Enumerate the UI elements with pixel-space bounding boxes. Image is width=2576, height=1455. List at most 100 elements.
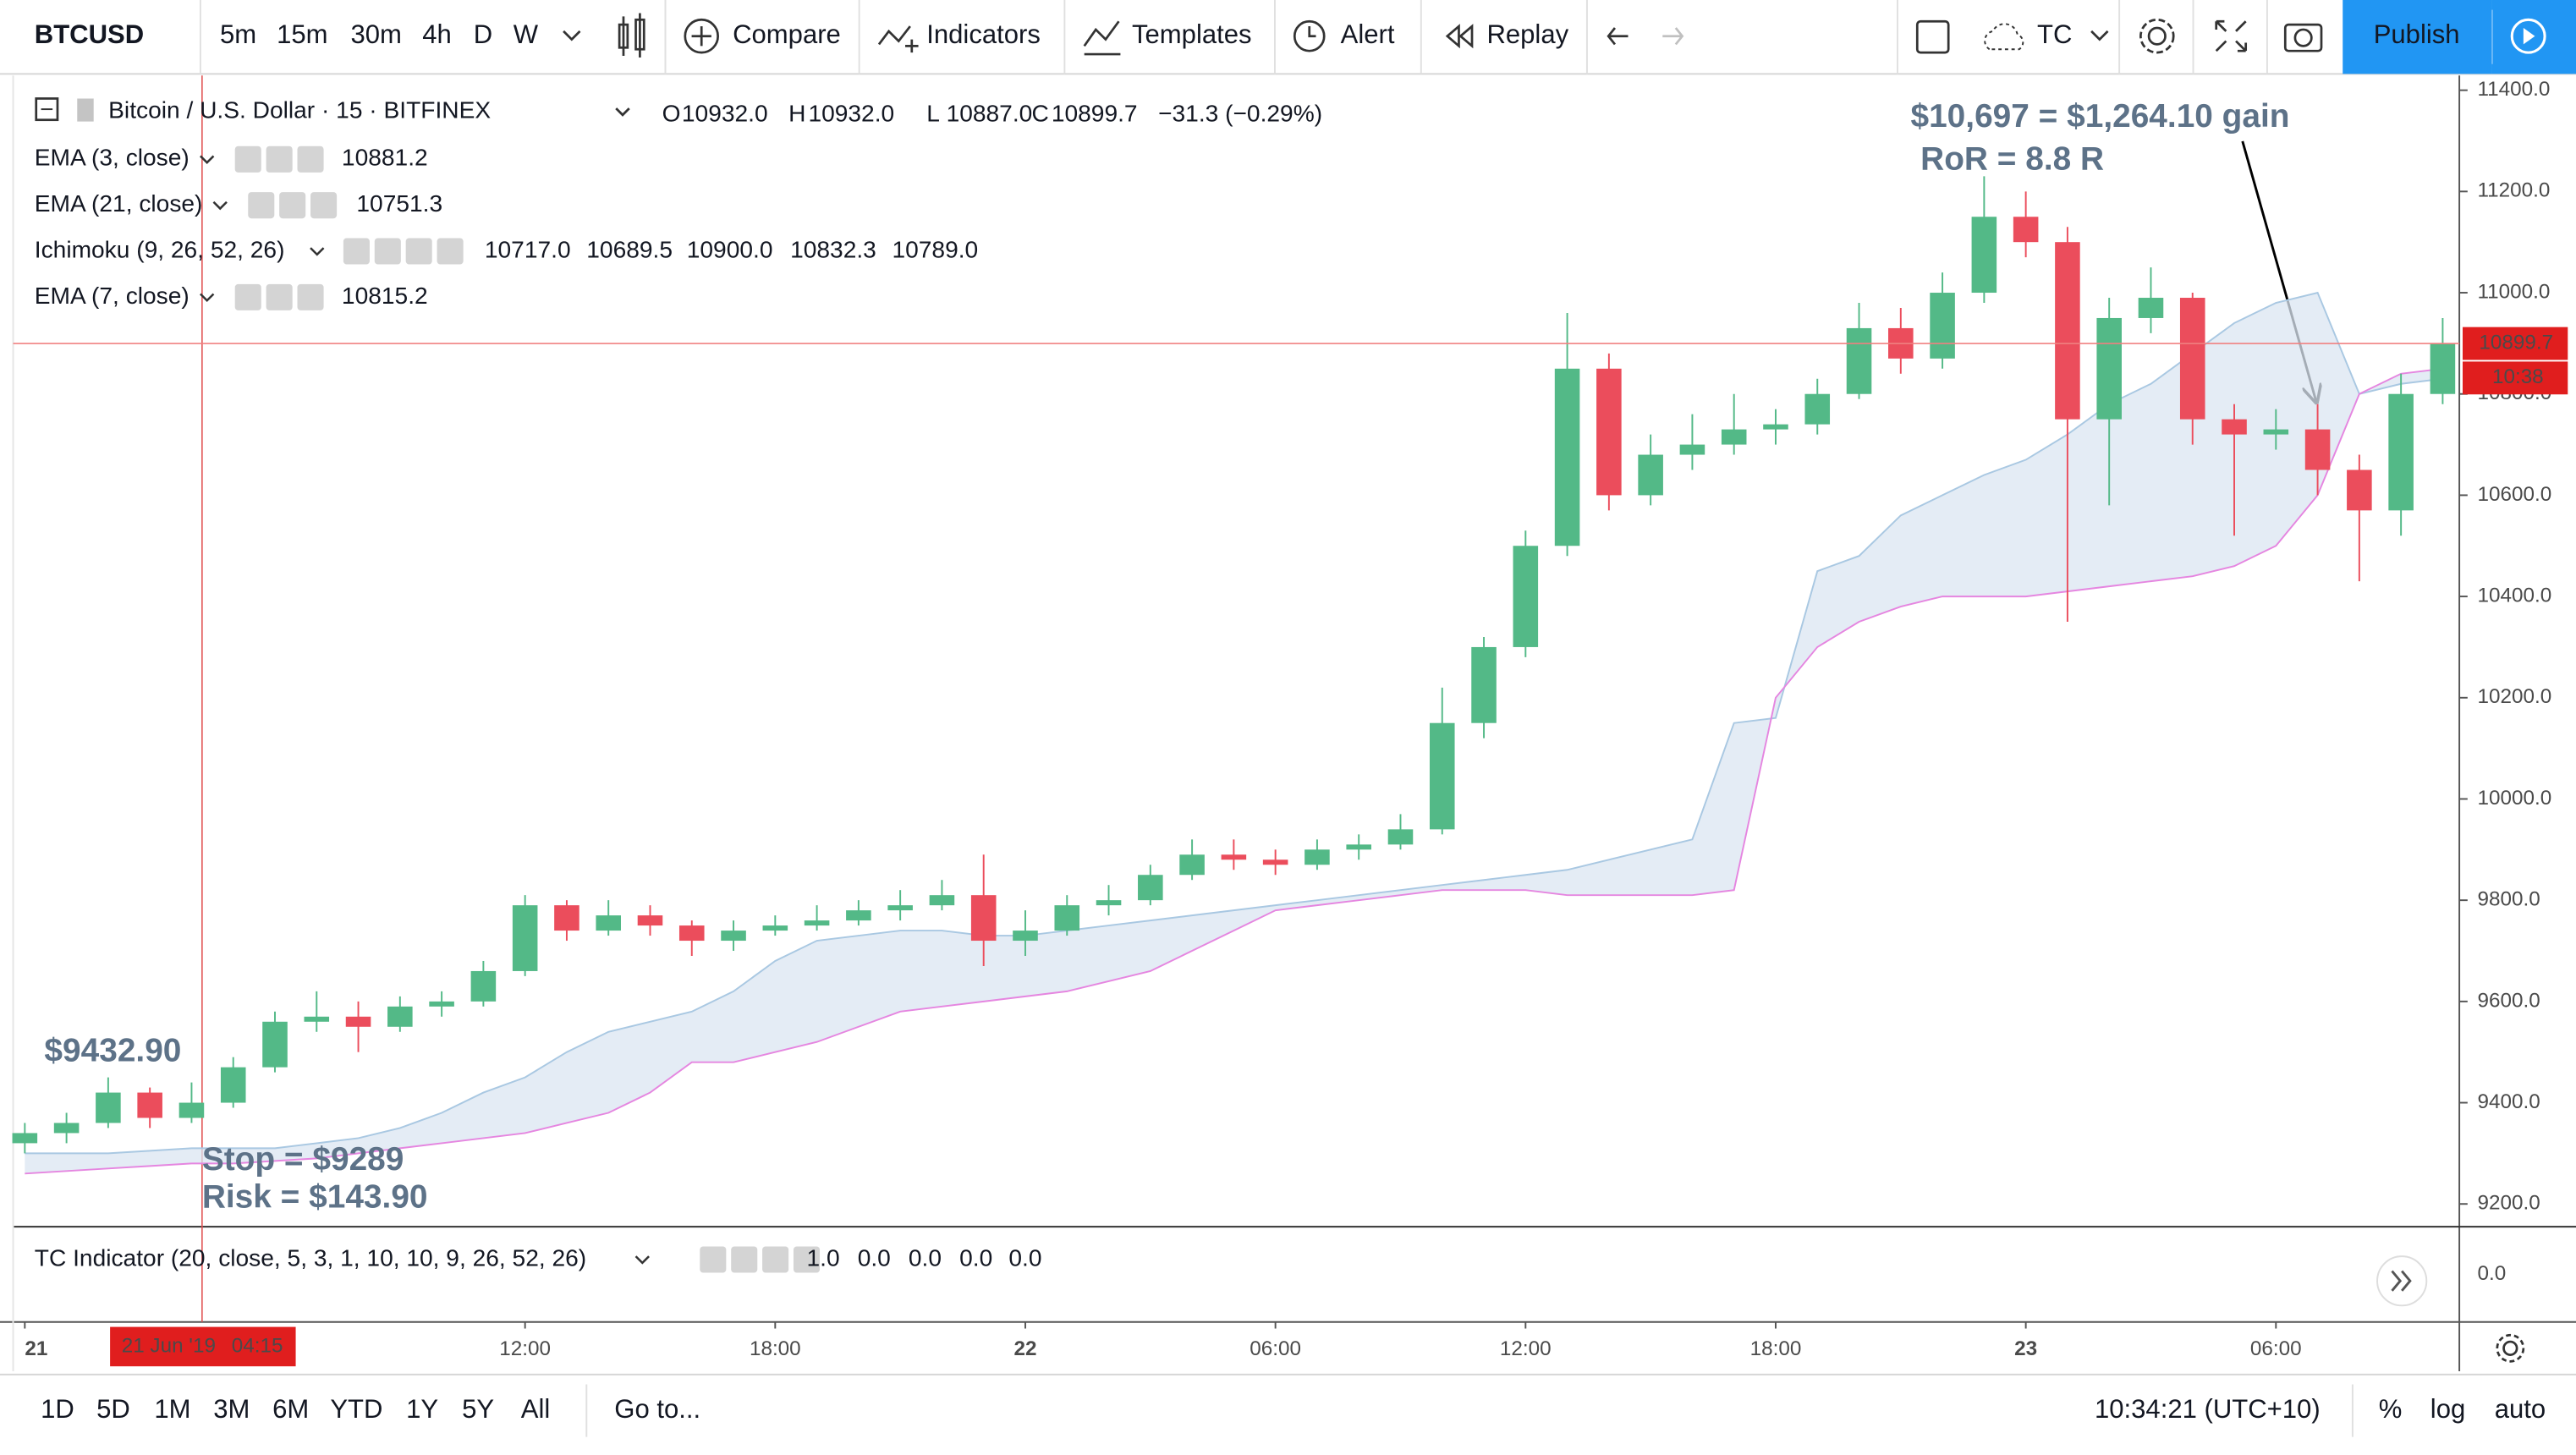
snapshot-icon[interactable] — [2283, 23, 2323, 52]
candle-body — [137, 1092, 162, 1118]
scroll-button[interactable] — [2376, 1255, 2428, 1307]
oscillator-control[interactable] — [700, 1246, 727, 1273]
clock: 10:34:21 (UTC+10) — [2095, 1394, 2321, 1424]
collapse-button[interactable] — [35, 97, 59, 122]
indicator-control[interactable] — [266, 146, 293, 173]
cloud-icon[interactable] — [1984, 23, 2024, 51]
interval-button[interactable]: 5m — [220, 19, 256, 49]
candle-body — [53, 1123, 80, 1134]
play-button[interactable] — [2491, 0, 2576, 74]
compare-icon[interactable] — [684, 18, 719, 54]
indicator-control[interactable] — [297, 283, 324, 310]
scale-button[interactable]: auto — [2495, 1394, 2546, 1424]
indicator-control[interactable] — [234, 283, 261, 310]
range-button[interactable]: 1Y — [406, 1394, 438, 1424]
candle-body — [1262, 859, 1288, 865]
indicator-control[interactable] — [310, 192, 338, 219]
play-icon[interactable] — [2510, 18, 2546, 54]
undo-icon[interactable] — [1607, 27, 1629, 46]
toolbar-button[interactable]: Indicators — [926, 19, 1041, 49]
oscillator-control[interactable] — [731, 1246, 758, 1273]
toolbar-button[interactable]: Replay — [1486, 19, 1568, 49]
indicator-control[interactable] — [437, 238, 464, 265]
candle-body — [2013, 217, 2039, 243]
range-button[interactable]: 5D — [96, 1394, 130, 1424]
scale-button[interactable]: % — [2379, 1394, 2403, 1424]
indicator-control[interactable] — [297, 146, 324, 173]
indicator-menu[interactable] — [212, 200, 228, 211]
candle-body — [470, 970, 497, 1002]
ohlc-value: 10932.0 — [682, 100, 768, 126]
candle-body — [1596, 368, 1622, 496]
axis-settings[interactable] — [2496, 1333, 2525, 1363]
layout-name[interactable]: TC — [2037, 19, 2072, 49]
toolbar-button[interactable]: Templates — [1132, 19, 1252, 49]
cloud-lower-line — [25, 367, 2443, 1175]
oscillator-axis-label: 0.0 — [2477, 1262, 2506, 1285]
candle-body — [804, 920, 830, 926]
layout-menu[interactable] — [2090, 30, 2109, 41]
oscillator-control[interactable] — [793, 1246, 821, 1273]
candle-body — [1679, 444, 1705, 455]
range-button[interactable]: 1D — [41, 1394, 74, 1424]
candle-body — [596, 915, 621, 931]
indicator-menu[interactable] — [200, 293, 215, 303]
indicator-control[interactable] — [234, 146, 261, 173]
interval-button[interactable]: 4h — [422, 19, 452, 49]
range-button[interactable]: 1M — [154, 1394, 190, 1424]
title-menu[interactable] — [615, 107, 630, 117]
publish-label[interactable]: Publish — [2374, 19, 2460, 49]
x-tick-label: 12:00 — [499, 1337, 551, 1360]
range-button[interactable]: 5Y — [462, 1394, 494, 1424]
goto-button[interactable]: Go to... — [614, 1394, 700, 1424]
fullscreen-icon[interactable] — [2215, 19, 2248, 52]
x-tick-label: 18:00 — [750, 1337, 801, 1360]
indicator-control[interactable] — [405, 238, 432, 265]
interval-menu[interactable] — [563, 30, 581, 41]
indicator-value: 10815.2 — [342, 283, 428, 309]
alert-icon[interactable] — [1293, 19, 1326, 52]
y-tick-label: 10400.0 — [2477, 585, 2551, 607]
crosshair-time: 04:15 — [232, 1334, 283, 1357]
range-button[interactable]: All — [521, 1394, 551, 1424]
publish-button[interactable] — [2343, 0, 2492, 74]
indicator-name: EMA (7, close) — [35, 283, 189, 309]
candle-body — [179, 1102, 205, 1118]
indicator-menu[interactable] — [200, 155, 215, 164]
oscillator-menu[interactable] — [634, 1255, 650, 1265]
scale-button[interactable]: log — [2430, 1394, 2465, 1424]
symbol[interactable]: BTCUSD — [35, 19, 144, 49]
indicator-name: EMA (21, close) — [35, 190, 203, 217]
oscillator-value: 1.0 — [807, 1244, 840, 1271]
annotation: Risk = $143.90 — [202, 1178, 428, 1215]
toolbar-button[interactable]: Compare — [733, 19, 841, 49]
indicator-menu[interactable] — [310, 247, 325, 256]
indicator-control[interactable] — [266, 283, 293, 310]
indicator-control[interactable] — [374, 238, 401, 265]
x-tick-label: 06:00 — [1250, 1337, 1301, 1360]
candle-body — [345, 1016, 371, 1027]
candle-body — [2138, 298, 2164, 318]
interval-button[interactable]: W — [514, 19, 539, 49]
drawing-toggle[interactable] — [1915, 19, 1950, 54]
symbol-title: Bitcoin / U.S. Dollar · 15 · BITFINEX — [108, 96, 491, 123]
settings-icon[interactable] — [2139, 18, 2175, 54]
range-button[interactable]: YTD — [330, 1394, 382, 1424]
indicator-control[interactable] — [248, 192, 275, 219]
indicators-icon[interactable] — [877, 25, 919, 53]
oscillator-name: TC Indicator (20, close, 5, 3, 1, 10, 10… — [35, 1244, 586, 1271]
oscillator-control[interactable] — [762, 1246, 789, 1273]
candle-body — [512, 905, 538, 971]
chart-type-icon[interactable] — [618, 13, 645, 58]
range-button[interactable]: 3M — [213, 1394, 250, 1424]
redo-icon[interactable] — [1662, 27, 1684, 46]
indicator-control[interactable] — [279, 192, 306, 219]
interval-button[interactable]: 30m — [351, 19, 402, 49]
interval-button[interactable]: D — [474, 19, 492, 49]
interval-button[interactable]: 15m — [277, 19, 327, 49]
range-button[interactable]: 6M — [272, 1394, 309, 1424]
indicator-control[interactable] — [343, 238, 370, 265]
replay-icon[interactable] — [1445, 24, 1474, 49]
templates-icon[interactable] — [1083, 20, 1121, 56]
toolbar-button[interactable]: Alert — [1341, 19, 1395, 49]
